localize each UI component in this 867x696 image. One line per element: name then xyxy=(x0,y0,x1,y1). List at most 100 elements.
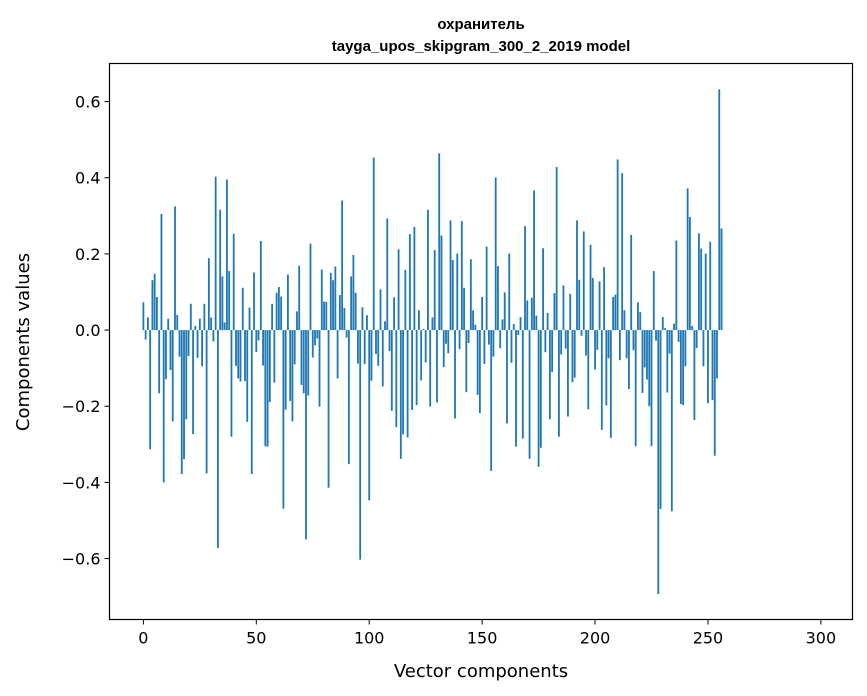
y-axis-ticks: −0.6 −0.4 −0.2 0.0 0.2 0.4 0.6 xyxy=(62,93,110,569)
bar-116 xyxy=(404,269,407,331)
bar-207 xyxy=(609,330,612,438)
bar-181 xyxy=(551,330,554,372)
bar-52 xyxy=(259,240,262,331)
bar-216 xyxy=(630,234,633,331)
bar-167 xyxy=(519,317,522,331)
bar-29 xyxy=(207,258,210,331)
bar-123 xyxy=(420,330,423,381)
bar-4 xyxy=(151,280,154,331)
y-tick-label-5: 0.4 xyxy=(75,169,100,188)
bar-242 xyxy=(688,216,691,331)
bar-15 xyxy=(176,314,179,331)
x-axis-ticks: 0 50 100 150 200 250 300 xyxy=(138,619,836,648)
bar-193 xyxy=(578,279,581,331)
bar-194 xyxy=(580,330,583,336)
bar-192 xyxy=(576,220,578,331)
bar-174 xyxy=(535,315,538,331)
bar-89 xyxy=(343,307,346,331)
bar-204 xyxy=(603,267,605,331)
x-tick-label-5: 250 xyxy=(693,629,724,648)
bar-160 xyxy=(503,292,506,331)
bar-217 xyxy=(632,330,635,351)
bar-16 xyxy=(178,330,181,357)
bar-255 xyxy=(718,89,721,331)
bar-154 xyxy=(490,330,493,471)
y-axis-label: Components values xyxy=(13,253,34,431)
bar-48 xyxy=(250,330,253,475)
bar-2 xyxy=(146,317,149,331)
bar-223 xyxy=(646,330,648,380)
bar-124 xyxy=(422,328,425,331)
bar-7 xyxy=(158,330,161,394)
bar-228 xyxy=(657,330,660,594)
bar-115 xyxy=(402,330,404,435)
bar-10 xyxy=(165,330,167,380)
bar-208 xyxy=(612,296,615,331)
x-tick-label-0: 0 xyxy=(138,629,148,648)
bar-213 xyxy=(623,310,626,331)
bar-212 xyxy=(621,173,624,331)
bar-227 xyxy=(655,330,657,341)
bar-22 xyxy=(192,330,194,435)
bar-158 xyxy=(499,330,502,349)
bar-68 xyxy=(296,311,298,331)
x-tick-label-1: 50 xyxy=(246,629,266,648)
bar-161 xyxy=(506,330,508,424)
bar-175 xyxy=(537,330,540,467)
bar-252 xyxy=(711,330,714,401)
bar-165 xyxy=(515,330,517,447)
bar-80 xyxy=(323,301,325,331)
bar-39 xyxy=(230,330,233,437)
bar-34 xyxy=(219,209,222,331)
bar-202 xyxy=(598,281,601,331)
bar-62 xyxy=(282,330,285,509)
bar-230 xyxy=(661,317,664,331)
bar-69 xyxy=(298,265,301,331)
bar-197 xyxy=(587,330,590,410)
bar-148 xyxy=(476,330,479,395)
bar-235 xyxy=(673,323,675,331)
bar-129 xyxy=(433,250,436,331)
bar-75 xyxy=(311,330,314,358)
bar-108 xyxy=(386,218,389,331)
bar-182 xyxy=(553,293,556,331)
bar-130 xyxy=(436,330,438,403)
bar-119 xyxy=(411,330,414,411)
bar-170 xyxy=(526,300,529,331)
bar-164 xyxy=(512,323,515,331)
bar-253 xyxy=(713,330,716,456)
bar-8 xyxy=(160,213,163,331)
bar-53 xyxy=(262,330,264,366)
bar-60 xyxy=(277,287,280,331)
bar-109 xyxy=(388,330,391,352)
bar-190 xyxy=(571,330,574,383)
bar-58 xyxy=(273,330,276,383)
bar-40 xyxy=(232,233,235,331)
x-tick-label-4: 200 xyxy=(580,629,611,648)
bar-6 xyxy=(156,296,158,331)
bar-107 xyxy=(384,321,386,331)
bar-87 xyxy=(338,295,341,331)
bar-188 xyxy=(567,330,569,417)
bar-86 xyxy=(336,330,339,379)
bar-250 xyxy=(707,330,709,404)
bar-14 xyxy=(174,206,176,331)
bar-21 xyxy=(189,303,192,331)
bar-93 xyxy=(352,255,355,331)
y-tick-label-3: 0.0 xyxy=(75,321,100,340)
bar-110 xyxy=(390,330,393,411)
y-tick-label-4: 0.2 xyxy=(75,245,100,264)
bar-19 xyxy=(185,330,188,420)
bar-236 xyxy=(675,240,678,331)
bar-196 xyxy=(585,330,587,356)
bar-224 xyxy=(648,330,651,407)
bar-138 xyxy=(454,330,456,419)
bar-173 xyxy=(533,190,535,331)
bar-135 xyxy=(447,330,450,354)
bar-133 xyxy=(442,330,445,368)
bar-127 xyxy=(429,330,432,407)
bar-131 xyxy=(438,153,441,331)
bar-57 xyxy=(271,303,274,331)
bar-184 xyxy=(558,330,560,437)
bar-11 xyxy=(167,318,170,331)
